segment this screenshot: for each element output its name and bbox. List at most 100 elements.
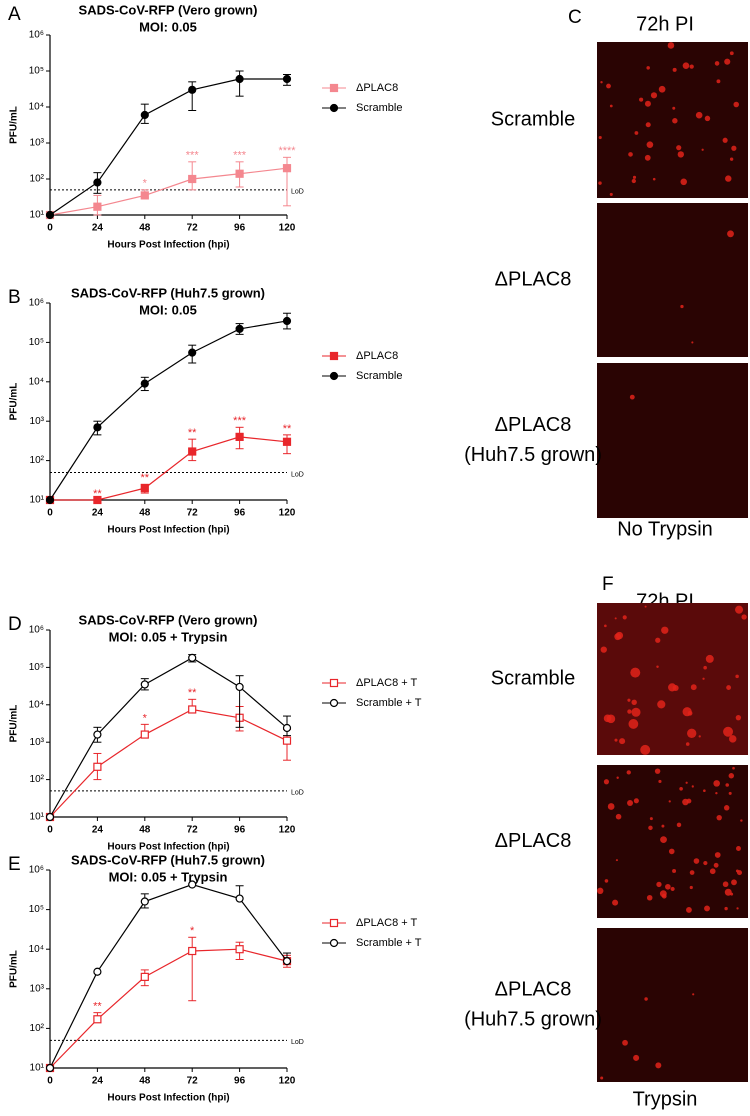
cell-signal [679,787,683,791]
panel-letter: C [568,7,582,28]
y-tick-label: 10² [30,174,45,185]
cell-signal [598,181,602,185]
cell-signal [614,617,617,620]
panel-letter: E [8,854,21,875]
cell-signal [735,674,739,679]
data-point [235,894,244,903]
cell-signal [655,637,661,643]
cell-signal [631,178,636,184]
legend-marker [329,938,339,948]
x-tick-label: 0 [47,1076,53,1087]
cell-signal [727,230,734,238]
data-point [140,972,149,981]
cell-signal [682,62,690,69]
legend-marker [329,103,339,113]
x-tick-label: 48 [139,1076,151,1087]
cell-signal [728,791,732,795]
legend-marker [329,83,339,93]
significance-label: ** [93,488,102,500]
microscopy-image [597,928,748,1082]
x-tick-label: 72 [187,223,199,234]
microscopy-image [597,203,748,357]
legend-label: ΔPLAC8 [356,350,398,362]
cell-signal [658,85,666,93]
cell-signal [705,654,714,663]
cell-signal [612,899,619,906]
cell-signal [725,783,729,787]
row-label: (Huh7.5 grown) [464,444,602,466]
cell-signal [689,885,693,890]
chart-subtitle: MOI: 0.05 [139,302,197,317]
data-point [45,812,55,822]
x-tick-label: 96 [234,508,246,519]
series-line [49,657,288,818]
cell-signal [723,805,730,811]
x-tick-label: 96 [234,223,246,234]
chart-title: SADS-CoV-RFP (Vero grown) [79,612,258,627]
x-tick-label: 120 [279,825,296,836]
panel-footer: No Trypsin [617,518,713,540]
cell-signal [660,836,667,843]
x-tick-label: 120 [279,508,296,519]
cell-signal [728,773,735,779]
x-tick-label: 24 [92,223,104,234]
series-line [49,78,287,216]
cell-signal [716,79,721,84]
data-point [93,762,102,771]
data-point [188,174,197,184]
cell-signal [603,779,610,785]
data-point [93,967,102,976]
data-point [140,680,149,689]
microscopy-image [597,603,748,755]
cell-signal [622,615,627,620]
significance-label: *** [233,150,247,162]
data-point [282,74,292,84]
y-tick-label: 10⁵ [29,66,44,77]
y-tick-label: 10⁴ [29,102,44,113]
data-point [93,202,102,211]
cell-signal [606,83,611,89]
cell-signal [670,886,675,892]
cell-signal [644,154,651,161]
cell-signal [685,742,690,746]
y-tick-label: 10⁶ [29,865,44,876]
data-point [188,705,197,714]
cell-signal [722,881,729,888]
data-point [235,324,244,334]
cell-signal [703,789,706,793]
cell-signal [626,770,631,775]
cell-signal [614,738,618,742]
cell-signal [631,707,641,717]
x-tick-label: 120 [279,223,296,234]
cell-signal [661,893,667,899]
cell-signal [650,92,658,99]
cell-signal [714,852,721,858]
cell-signal [691,341,694,344]
cell-signal [689,64,694,69]
cell-signal [644,605,647,608]
cell-signal [676,822,682,828]
x-tick-label: 24 [92,825,104,836]
lod-label: LoD [291,1039,304,1046]
cell-signal [619,738,626,745]
cell-signal [725,175,732,182]
cell-signal [736,846,741,852]
row-label: ΔPLAC8 [495,414,572,436]
cell-signal [614,633,622,641]
cell-signal [600,81,603,84]
row-label: ΔPLAC8 [495,830,572,852]
row-label: (Huh7.5 grown) [464,1008,602,1030]
x-tick-label: 72 [187,508,199,519]
lod-label: LoD [291,471,304,478]
chart-title: SADS-CoV-RFP (Vero grown) [79,2,258,17]
series-line [49,883,288,1069]
y-tick-label: 10¹ [30,1063,45,1074]
cell-signal [606,714,616,724]
cell-signal [686,906,692,913]
cell-signal [741,614,747,620]
data-point [93,178,102,187]
data-point [93,495,102,505]
cell-signal [609,104,613,108]
cell-signal [652,177,656,181]
